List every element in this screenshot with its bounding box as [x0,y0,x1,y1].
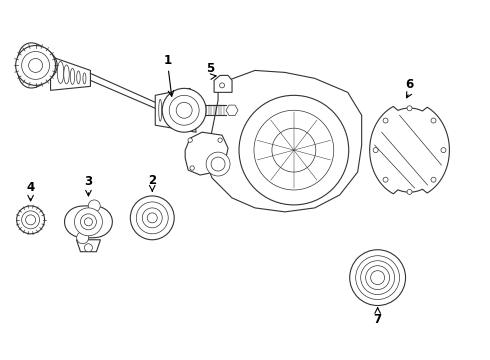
Circle shape [361,261,394,294]
Circle shape [84,218,93,226]
Polygon shape [369,107,449,194]
Circle shape [223,163,227,167]
Circle shape [239,95,349,205]
Circle shape [28,58,43,72]
Circle shape [190,166,195,170]
Circle shape [84,244,93,252]
Circle shape [206,152,230,176]
Text: 2: 2 [148,174,156,186]
Circle shape [76,232,89,244]
Text: 3: 3 [84,175,93,189]
Ellipse shape [166,98,169,123]
Ellipse shape [77,71,80,84]
Polygon shape [185,132,228,175]
Circle shape [88,200,100,212]
Circle shape [431,118,436,123]
Circle shape [22,211,40,229]
Circle shape [254,110,334,190]
Circle shape [169,95,199,125]
Text: 4: 4 [26,181,35,194]
Circle shape [188,138,193,142]
Text: 6: 6 [405,78,414,91]
Circle shape [176,102,192,118]
Circle shape [383,118,388,123]
Circle shape [220,83,224,88]
Circle shape [407,189,412,194]
Ellipse shape [159,99,162,121]
Ellipse shape [180,95,183,125]
Text: 7: 7 [373,313,382,326]
Ellipse shape [64,65,69,84]
Text: 5: 5 [206,62,214,75]
Circle shape [366,266,390,289]
Polygon shape [65,206,112,238]
Circle shape [142,208,162,228]
Circle shape [136,202,168,234]
Circle shape [211,157,225,171]
Circle shape [17,206,45,234]
Circle shape [431,177,436,182]
Ellipse shape [70,68,75,84]
Circle shape [162,88,206,132]
Ellipse shape [187,95,190,125]
Polygon shape [155,88,196,132]
Polygon shape [50,57,91,90]
Circle shape [441,148,446,153]
Circle shape [350,250,406,306]
Polygon shape [205,71,362,212]
Ellipse shape [83,73,86,84]
Circle shape [22,51,49,80]
Circle shape [272,128,316,172]
Circle shape [28,58,43,72]
Circle shape [25,215,36,225]
Circle shape [356,256,399,300]
Circle shape [147,213,157,223]
Ellipse shape [172,96,176,124]
Circle shape [23,53,49,78]
Circle shape [407,106,412,111]
Circle shape [370,271,385,285]
Polygon shape [76,240,100,252]
Circle shape [383,177,388,182]
Circle shape [218,138,222,142]
Text: 1: 1 [164,54,172,67]
Circle shape [74,208,102,236]
Circle shape [80,214,97,230]
Circle shape [373,148,378,153]
Ellipse shape [57,62,64,84]
Polygon shape [214,75,232,92]
Circle shape [16,45,55,85]
Circle shape [130,196,174,240]
Polygon shape [18,43,57,88]
